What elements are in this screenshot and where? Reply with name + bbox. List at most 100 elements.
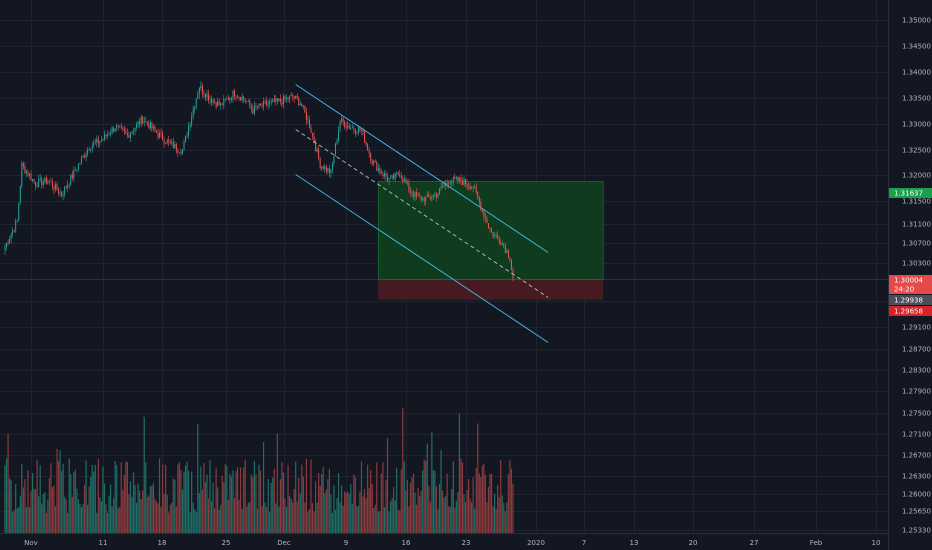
volume-bar — [76, 488, 78, 533]
volume-bar — [446, 473, 448, 533]
profit-zone[interactable] — [378, 180, 604, 280]
position-zones[interactable] — [0, 180, 888, 301]
candle-body — [432, 195, 434, 198]
channel-lower-line[interactable] — [295, 174, 549, 343]
volume-bar — [54, 506, 57, 533]
volume-bar — [224, 463, 226, 533]
candle-body — [25, 171, 27, 174]
volume-bar — [41, 503, 43, 533]
candle-body — [368, 150, 370, 154]
candle-body — [13, 230, 15, 231]
volume-bar — [235, 471, 237, 533]
volume-bar — [363, 488, 366, 533]
candle-body — [82, 155, 84, 158]
candle-body — [423, 197, 425, 202]
candle-body — [501, 243, 503, 245]
candle-body — [489, 227, 491, 229]
volume-bar — [382, 462, 384, 533]
volume-bar — [192, 502, 194, 533]
candle-body — [497, 235, 499, 238]
volume-bar — [269, 512, 271, 533]
volume-bar — [367, 464, 369, 533]
candle-body — [68, 184, 70, 186]
candle-body — [38, 179, 40, 187]
price-tick-label: 1.32500 — [902, 147, 931, 155]
volume-bar — [171, 502, 173, 533]
candle-body — [102, 139, 104, 141]
time-tick-label: 16 — [402, 539, 411, 547]
candle-body — [171, 142, 173, 144]
candle-body — [296, 95, 298, 99]
price-tick-label: 1.30300 — [902, 260, 931, 268]
candle-body — [16, 219, 18, 221]
volume-bar — [96, 512, 98, 533]
candle-body — [59, 192, 61, 194]
volume-bar — [210, 501, 213, 533]
volume-bar — [489, 473, 491, 533]
volume-bar — [57, 460, 60, 533]
candle-body — [107, 134, 109, 137]
candle-body — [145, 121, 147, 122]
parallel-channel[interactable] — [295, 84, 549, 343]
price-tick-label: 1.29100 — [902, 324, 931, 332]
volume-bar — [88, 486, 90, 533]
candle-body — [336, 140, 338, 144]
candle-body — [50, 181, 52, 183]
candle-body — [44, 177, 46, 183]
candle-body — [162, 133, 164, 141]
volume-bar — [402, 408, 404, 533]
volume-bar — [15, 483, 17, 533]
candle-body — [278, 98, 280, 101]
volume-bar — [509, 460, 511, 533]
volume-bar — [275, 503, 277, 533]
volume-bar — [259, 470, 262, 533]
volume-bar — [174, 479, 176, 533]
candle-body — [443, 185, 445, 188]
candle-body — [267, 103, 269, 105]
candle-body — [238, 96, 240, 98]
candle-body — [322, 166, 324, 170]
candle-body — [380, 172, 382, 175]
time-tick-label: 11 — [99, 539, 108, 547]
volume-bar — [370, 469, 372, 533]
volume-bar — [264, 502, 266, 533]
volume-bar — [273, 468, 275, 533]
volume-bar — [501, 495, 503, 533]
candle-body — [240, 96, 242, 101]
candle-body — [342, 118, 344, 122]
volume-bar — [122, 490, 124, 533]
volume-bar — [80, 507, 83, 533]
candle-body — [226, 98, 228, 100]
channel-upper-line[interactable] — [295, 84, 549, 253]
candle-body — [9, 238, 11, 244]
volume-bar — [215, 468, 217, 533]
volume-bar — [458, 413, 461, 533]
volume-bar — [368, 488, 370, 533]
candle-body — [4, 246, 6, 251]
volume-bar — [131, 496, 133, 533]
volume-bar — [431, 432, 433, 533]
candle-body — [263, 101, 265, 107]
time-axis[interactable]: Nov 11 18 25 Dec 9 16 23 2020 7 13 20 27 Feb 10 — [24, 539, 880, 547]
volume-bar — [28, 507, 31, 533]
volume-bar — [282, 472, 285, 533]
candle-body — [136, 123, 138, 128]
volume-bar — [116, 464, 118, 533]
volume-bar — [324, 493, 326, 533]
candle-body — [506, 250, 508, 253]
volume-bar — [154, 498, 156, 533]
volume-bar — [328, 468, 330, 533]
candle-body — [230, 97, 232, 99]
volume-bar — [236, 467, 239, 533]
candle-body — [19, 185, 21, 204]
volume-bar — [365, 498, 367, 533]
channel-mid-line[interactable] — [295, 129, 549, 298]
loss-zone[interactable] — [378, 279, 604, 301]
volume-bar — [243, 467, 245, 533]
volume-bar — [25, 507, 28, 533]
volume-bar — [494, 493, 496, 533]
candle-body — [21, 163, 23, 186]
